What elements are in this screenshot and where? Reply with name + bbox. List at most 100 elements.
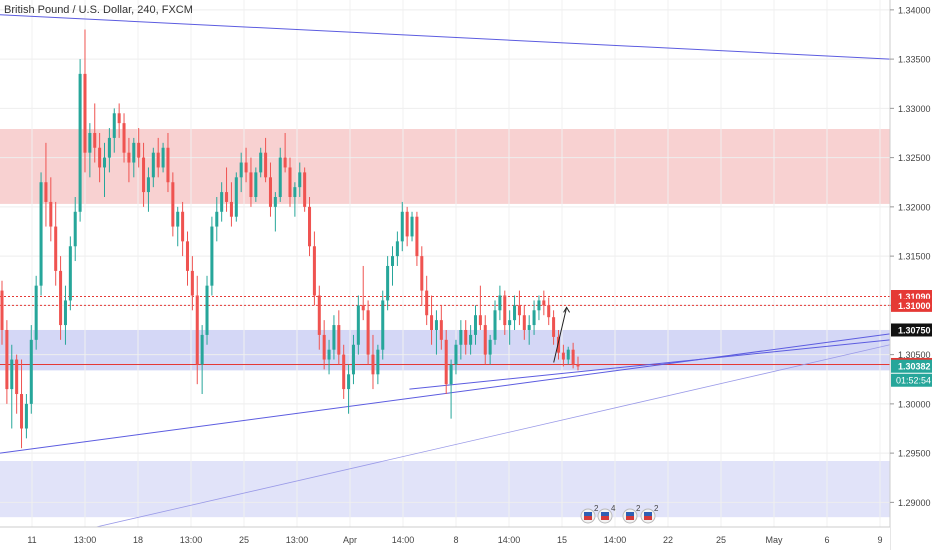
flag-stripes [644,516,652,520]
candle-body [83,73,87,153]
time-tick-label: 25 [239,535,249,545]
candle-body [532,310,536,326]
time-tick-label: 13:00 [286,535,309,545]
countdown-timer: 01:52:54 [896,376,931,386]
countdown-box [891,373,932,387]
zones-layer [0,129,890,518]
candle-body [225,192,229,202]
flag-stripes [584,516,592,520]
event-count: 4 [611,504,616,513]
time-tick-label: 9 [877,535,882,545]
candle-body [195,295,199,365]
time-axis[interactable]: 11 13:00 18 13:00 25 13:00 Apr 14:00 8 14:00 15 14:… [0,526,890,550]
candle-body [298,172,302,188]
time-tick-label: Apr [343,535,357,545]
flag-stripes [601,516,609,520]
candle-body [220,192,224,212]
candle-body [20,394,24,429]
economic-event-flag-icon[interactable]: 2 [622,504,641,524]
candle-body [400,211,404,242]
price-tick-label: 1.34000 [898,5,931,15]
zone-lower [0,461,890,518]
candle-body [122,123,126,153]
flag-canton [644,512,652,516]
candle-body [454,344,458,365]
candle-body [566,349,570,360]
candle-body [176,211,180,227]
candle-body [513,305,517,321]
candle-body [464,329,468,345]
candle-body [556,336,560,353]
candle-body [547,305,551,318]
projection-arrow [553,307,568,363]
flag-canton [584,512,592,516]
price-label-text: 1.30750 [898,325,931,335]
candle-body [527,325,531,330]
candle-body [278,157,282,198]
time-tick-label: 13:00 [74,535,97,545]
projection-arrowhead [563,306,571,313]
price-label-box [891,359,932,373]
candle-body [34,285,38,340]
candle-body [142,157,146,193]
price-label-text: 1.31000 [898,301,931,311]
candles-layer [0,29,580,449]
candle-body [351,344,355,375]
time-tick-label: 18 [133,535,143,545]
event-count: 2 [636,504,641,513]
time-tick-label: 25 [716,535,726,545]
candle-body [308,206,312,247]
candle-body [156,152,160,168]
candle-body [215,211,219,227]
price-label-text: 1.30382 [898,362,931,372]
candle-body [132,142,136,163]
candle-body [88,132,92,153]
economic-event-flag-icon[interactable]: 2 [640,504,659,524]
candle-body [273,197,277,207]
candle-body [151,152,155,178]
price-tick-label: 1.29500 [898,449,931,459]
trendlines-layer[interactable] [0,14,891,538]
time-tick-label: 6 [824,535,829,545]
candle-body [244,162,248,173]
trendline [409,339,891,390]
candle-body [234,177,238,217]
candle-body [371,354,375,375]
candle-body [483,325,487,355]
time-tick-label: 13:00 [180,535,203,545]
candle-body [283,157,287,168]
economic-event-flag-icon[interactable]: 4 [597,504,616,524]
candle-body [444,339,448,385]
candle-body [98,147,102,168]
price-tick-label: 1.30000 [898,399,931,409]
candle-body [49,201,53,227]
candle-body [5,329,9,390]
price-tick-label: 1.33000 [898,104,931,114]
candle-body [78,73,82,212]
candle-body [390,256,395,266]
price-axis[interactable]: 1.34000 1.33500 1.33000 1.32500 1.32000 1.315… [889,0,932,550]
candle-body [190,270,194,296]
candle-body [498,295,502,311]
price-label-box [891,298,932,312]
candle-body [561,352,565,360]
candle-body [449,364,453,385]
economic-event-flag-icon[interactable]: 2 [580,504,599,524]
candle-body [146,177,150,193]
candle-body [54,226,58,271]
candle-body [288,167,292,198]
flag-canton [601,512,609,516]
candle-body [15,359,19,395]
candle-body [107,137,111,158]
event-count: 2 [654,504,659,513]
candle-body [425,290,429,316]
events-layer[interactable]: 2 4 2 2 [580,504,659,524]
event-count: 2 [594,504,599,513]
candle-body [317,295,321,335]
price-tick-label: 1.32500 [898,153,931,163]
candle-body [552,317,556,337]
projection-layer[interactable] [553,306,571,363]
candle-body [268,177,272,207]
candle-body [171,182,175,227]
